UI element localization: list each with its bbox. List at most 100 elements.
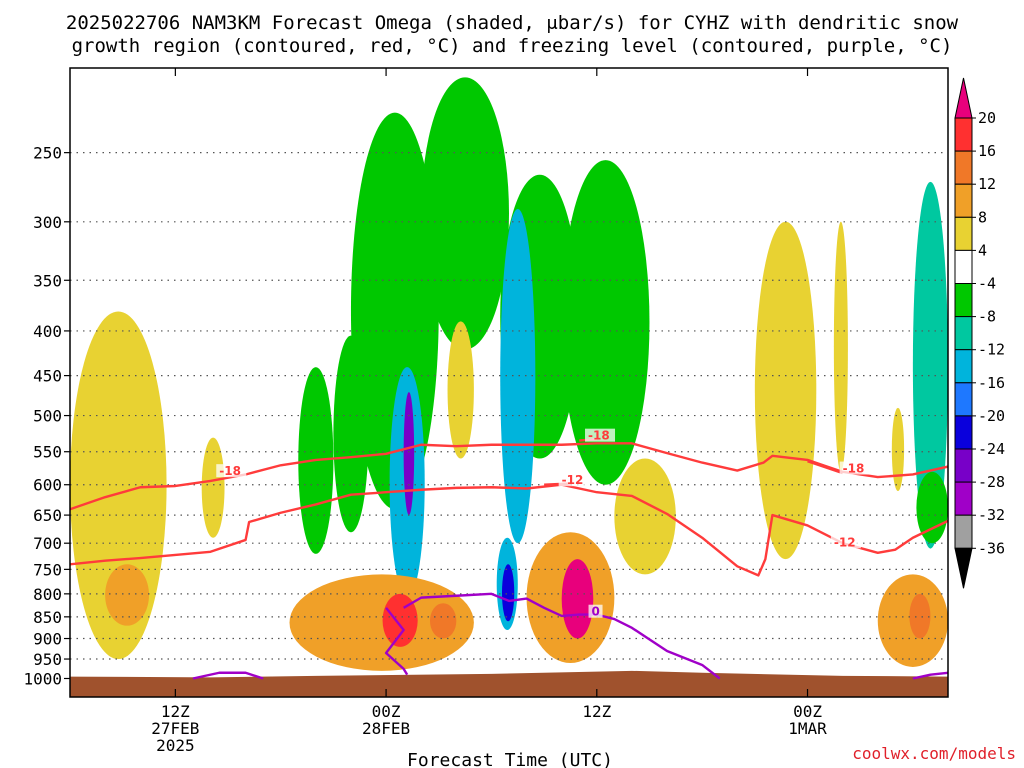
x-tick-label-12-3: 2025 (156, 736, 195, 755)
contour-freezing-0 (403, 592, 721, 680)
x-tick-label-12-1: 12Z (161, 702, 190, 721)
omega-descent-east-low-core (909, 593, 931, 639)
colorbar-label-12: -32 (978, 506, 1005, 524)
omega-shading: -18 -18 -18 -12 -12 0 (70, 68, 948, 697)
y-tick-label-950: 950 (33, 650, 62, 669)
omega-descent-mid-0800Z (447, 321, 474, 459)
omega-ascent-upper-plume-0300Z (421, 77, 509, 350)
colorbar-segment-11 (954, 448, 973, 483)
y-tick-label-650: 650 (33, 506, 62, 525)
colorbar-segment-13 (954, 514, 973, 549)
omega-descent-column-0000Z1MAR (754, 221, 817, 560)
x-tick-label-48-2: 1MAR (788, 719, 827, 738)
contour-freezing-0-lower (384, 607, 409, 676)
colorbar-segment-6 (954, 283, 973, 318)
colorbar-segment-3 (954, 183, 973, 218)
credit-link[interactable]: coolwx.com/models (852, 744, 1016, 763)
colorbar-label-7: -12 (978, 341, 1005, 359)
contour-label-freezing-0: 0 (592, 605, 600, 619)
colorbar-label-1: 16 (978, 142, 996, 160)
y-tick-label-600: 600 (33, 476, 62, 495)
axes: 250 300 350 400 450 500 550 600 650 700 750 800 850 9… (23, 67, 949, 755)
x-tick-label-48-1: 00Z (793, 702, 822, 721)
y-tick-label-300: 300 (33, 213, 62, 232)
ground-surface (70, 670, 948, 697)
x-tick-label-24-2: 28FEB (362, 719, 410, 738)
colorbar-label-9: -20 (978, 407, 1005, 425)
colorbar-segment-5 (954, 249, 973, 284)
colorbar-segment-12 (954, 481, 973, 516)
y-tick-label-350: 350 (33, 271, 62, 290)
omega-ascent-upper-plume-1000Z (561, 160, 650, 485)
y-tick-label-250: 250 (33, 144, 62, 163)
omega-ascent-lower-band-2200Z (333, 335, 369, 533)
colorbar: 20 16 12 8 4 -4 -8 -12 -16 -20 -24 -28 -32 -36 (954, 77, 1005, 589)
omega-descent-column-0700Z1MAR (833, 221, 848, 472)
colorbar-label-6: -8 (978, 308, 996, 326)
x-tick-label-36-1: 12Z (582, 702, 611, 721)
chart-title-line1: 2025022706 NAM3KM Forecast Omega (shaded… (66, 12, 959, 34)
plot-frame (69, 67, 949, 698)
omega-descent-low-level-1100Z-core (561, 559, 594, 639)
colorbar-label-10: -24 (978, 440, 1005, 458)
colorbar-segment-2 (954, 150, 973, 185)
omega-descent-mid-1500Z (614, 458, 676, 575)
contour-label-bg-dgz-minus18-east (839, 461, 870, 475)
chart-title-line2: growth region (contoured, red, °C) and f… (72, 35, 953, 57)
contour-label-bg-dgz-minus12 (830, 535, 861, 549)
colorbar-arrow-top (954, 77, 973, 119)
colorbar-label-5: -4 (978, 275, 996, 293)
contour-label-dgz-minus12: -12 (834, 535, 856, 549)
omega-descent-column-1800Z1MAR (891, 407, 905, 491)
colorbar-label-3: 8 (978, 208, 987, 226)
contour-label-bg-dgz-minus18-upper (585, 428, 616, 442)
colorbar-label-13: -36 (978, 539, 1005, 557)
x-tick-label-24-1: 00Z (372, 702, 401, 721)
colorbar-label-4: 4 (978, 241, 987, 259)
colorbar-segment-7 (954, 316, 973, 351)
omega-descent-low-level-0000Z (289, 574, 474, 671)
omega-descent-low-level-0000Z-core (382, 593, 418, 647)
x-axis-title: Forecast Time (UTC) (407, 750, 613, 768)
contour-dgz-minus18 (70, 442, 948, 511)
y-tick-label-700: 700 (33, 534, 62, 553)
colorbar-label-2: 12 (978, 175, 996, 193)
colorbar-segment-10 (954, 415, 973, 450)
y-tick-label-550: 550 (33, 443, 62, 462)
contour-label-bg-freezing-0 (588, 604, 603, 618)
omega-descent-west-low (105, 564, 150, 626)
contour-freezing-0-west (192, 671, 264, 680)
y-tick-label-800: 800 (33, 585, 62, 604)
contour-dgz-minus18-east (807, 460, 844, 475)
y-tick-label-850: 850 (33, 608, 62, 627)
omega-ascent-core-1000Z (500, 208, 536, 544)
omega-descent-mid-2100Z (201, 437, 225, 538)
y-tick-label-500: 500 (33, 407, 62, 426)
contour-label-dgz-minus18: -18 (219, 464, 241, 478)
contour-dgz-minus12 (70, 483, 948, 577)
y-tick-label-400: 400 (33, 322, 62, 341)
colorbar-segment-1 (954, 117, 973, 152)
x-tick-label-12-2: 27FEB (151, 719, 199, 738)
contour-freezing-0-east (912, 671, 948, 680)
colorbar-label-11: -28 (978, 473, 1005, 491)
colorbar-label-0: 20 (978, 109, 996, 127)
contour-label-dgz-minus18-east: -18 (843, 462, 865, 476)
contour-label-bg-dgz-minus18 (216, 464, 247, 478)
contour-label-dgz-minus18-upper: -18 (588, 429, 610, 443)
y-tick-label-450: 450 (33, 367, 62, 386)
y-tick-label-750: 750 (33, 560, 62, 579)
contour-label-bg-dgz-minus12-mid (558, 473, 589, 487)
omega-descent-west-column (70, 311, 167, 660)
omega-ascent-core-0200Z-inner (403, 392, 415, 516)
omega-descent-low-level-0300Z-core (429, 603, 457, 639)
y-tick-label-900: 900 (33, 630, 62, 649)
colorbar-segment-4 (954, 216, 973, 251)
colorbar-arrow-bottom (954, 547, 973, 589)
y-tick-label-1000: 1000 (23, 669, 62, 688)
omega-ascent-core-0700Z-inner (501, 564, 515, 622)
colorbar-segment-8 (954, 349, 973, 384)
colorbar-label-8: -16 (978, 374, 1005, 392)
omega-ascent-east-edge (912, 181, 948, 549)
